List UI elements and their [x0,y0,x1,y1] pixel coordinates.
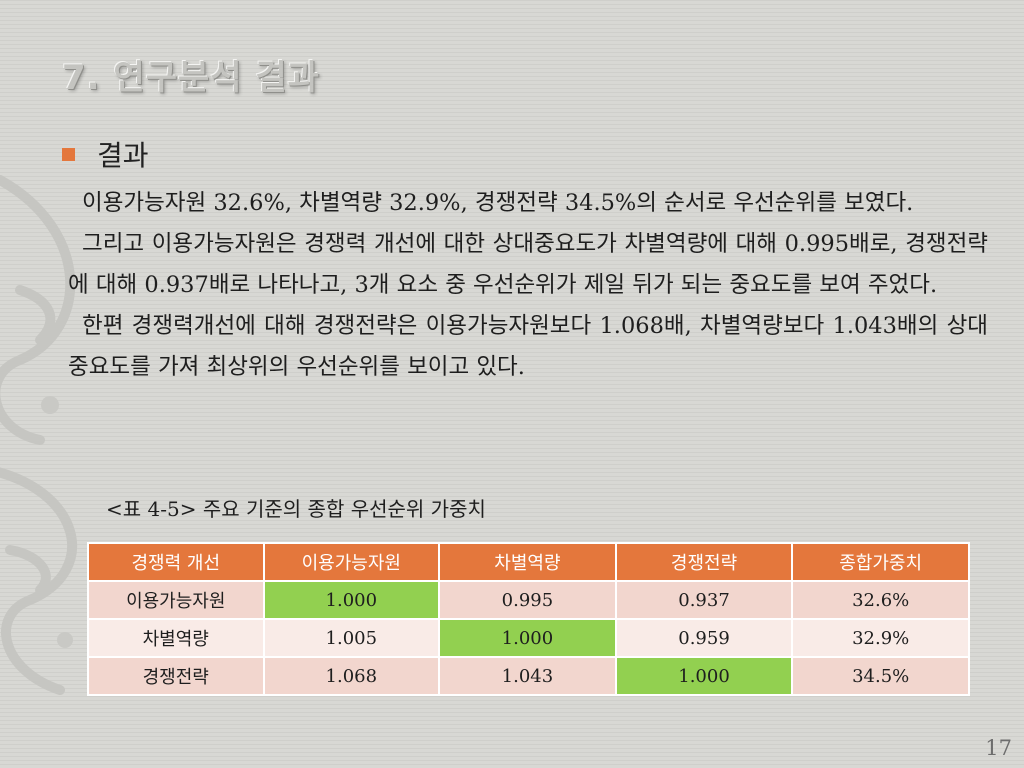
table-cell: 1.043 [438,656,617,696]
priority-weights-table: 경쟁력 개선 이용가능자원 차별역량 경쟁전략 종합가중치 이용가능자원 1.0… [87,542,970,696]
paragraph-available-resources: 그리고 이용가능자원은 경쟁력 개선에 대한 상대중요도가 차별역량에 대해 0… [68,231,988,298]
table-cell: 0.995 [438,580,617,620]
bullet-heading-text: 결과 [97,139,149,172]
table-row: 이용가능자원 1.000 0.995 0.937 32.6% [87,580,970,620]
table-cell-diagonal: 1.000 [262,580,441,620]
table-row: 차별역량 1.005 1.000 0.959 32.9% [87,618,970,658]
table-caption: <표 4-5> 주요 기준의 종합 우선순위 가중치 [106,497,486,521]
table-header-cell: 이용가능자원 [262,542,441,582]
table-header-cell: 경쟁력 개선 [87,542,265,582]
table-cell: 0.959 [614,618,794,658]
bullet-heading: 결과 [62,134,149,174]
table-row-label: 경쟁전략 [87,656,265,696]
slide-title: 7. 연구분석 결과 [62,58,320,98]
square-bullet-icon [62,147,75,161]
table-header-cell: 차별역량 [438,542,617,582]
table-row-label: 이용가능자원 [87,580,265,620]
page-number: 17 [985,736,1012,760]
table-header-row: 경쟁력 개선 이용가능자원 차별역량 경쟁전략 종합가중치 [87,542,970,582]
table-cell-diagonal: 1.000 [438,618,617,658]
table-cell: 1.068 [262,656,441,696]
decorative-swirl-ornament [0,175,77,695]
paragraph-priority: 이용가능자원 32.6%, 차별역량 32.9%, 경쟁전략 34.5%의 순서… [82,190,914,216]
table-cell-total-weight: 32.9% [791,618,970,658]
table-row-label: 차별역량 [87,618,265,658]
paragraph-competitive-strategy: 한편 경쟁력개선에 대해 경쟁전략은 이용가능자원보다 1.068배, 차별역량… [68,313,988,380]
table-header-cell: 종합가중치 [791,542,970,582]
table-row: 경쟁전략 1.068 1.043 1.000 34.5% [87,656,970,696]
result-body-text: 이용가능자원 32.6%, 차별역량 32.9%, 경쟁전략 34.5%의 순서… [68,183,988,388]
table-cell-total-weight: 34.5% [791,656,970,696]
table-cell: 1.005 [262,618,441,658]
table-cell-diagonal: 1.000 [614,656,794,696]
table-cell-total-weight: 32.6% [791,580,970,620]
table-header-cell: 경쟁전략 [614,542,794,582]
table-cell: 0.937 [614,580,794,620]
